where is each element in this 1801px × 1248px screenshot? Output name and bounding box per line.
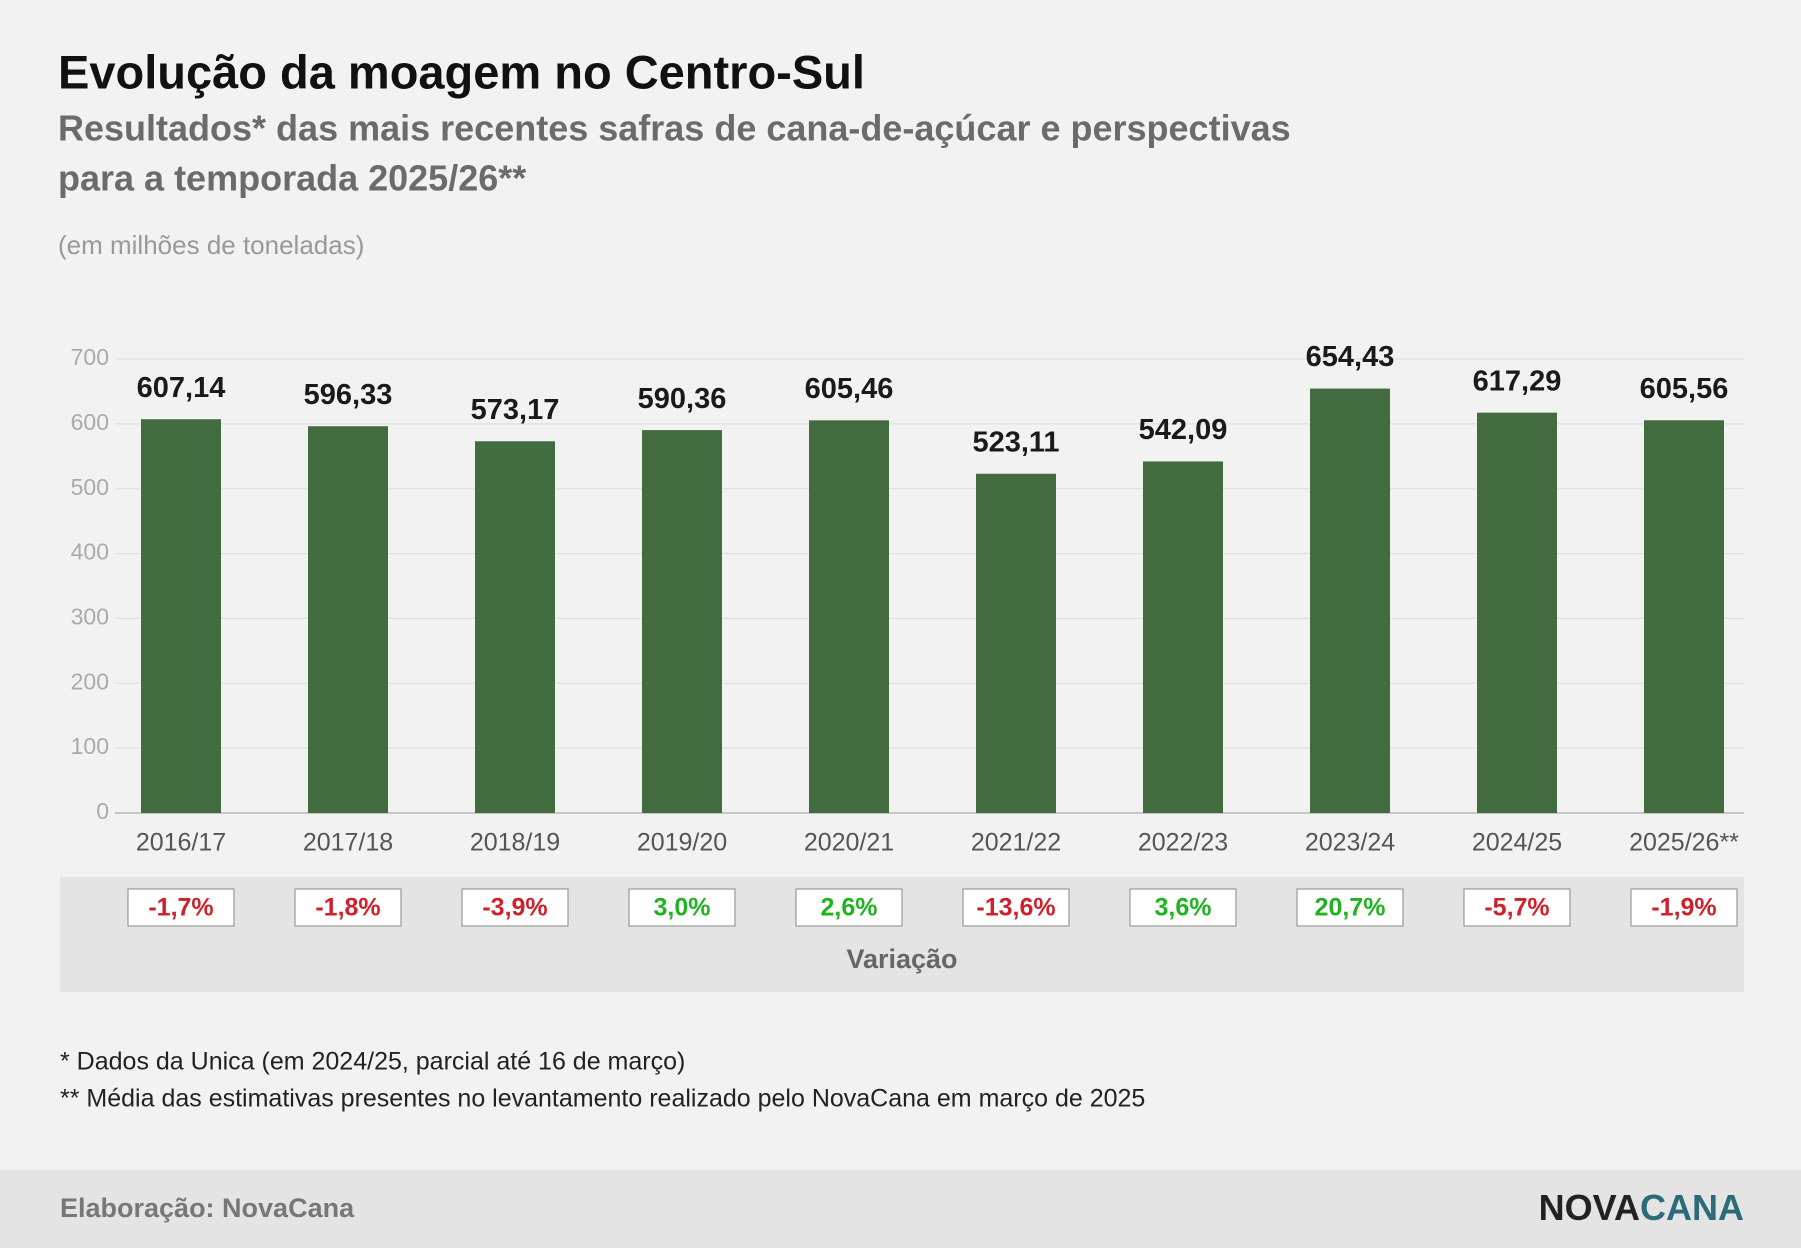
chart-title: Evolução da moagem no Centro-Sul xyxy=(58,45,865,98)
bar xyxy=(475,441,555,813)
x-tick-label: 2025/26** xyxy=(1629,829,1739,857)
change-title: Variação xyxy=(846,944,957,974)
x-tick-label: 2022/23 xyxy=(1138,829,1228,857)
y-tick-label: 500 xyxy=(71,474,109,500)
change-label: 20,7% xyxy=(1315,894,1386,922)
bar xyxy=(809,420,889,813)
bar xyxy=(1644,420,1724,813)
value-label: 523,11 xyxy=(972,426,1059,458)
change-box xyxy=(294,888,402,927)
y-tick-label: 400 xyxy=(71,539,109,565)
x-tick-label: 2016/17 xyxy=(136,829,226,857)
logo-part: CANA xyxy=(1640,1187,1744,1228)
bar xyxy=(1310,388,1390,813)
x-tick-label: 2023/24 xyxy=(1305,829,1395,857)
value-label: 617,29 xyxy=(1473,365,1562,397)
value-label: 605,56 xyxy=(1640,373,1729,405)
change-label: -1,9% xyxy=(1651,894,1716,922)
subtitle: para a temporada 2025/26** xyxy=(58,158,526,199)
x-tick-label: 2024/25 xyxy=(1472,829,1562,857)
bar xyxy=(141,419,221,813)
change-label: 3,6% xyxy=(1155,894,1212,922)
source: Elaboração: NovaCana xyxy=(60,1193,355,1223)
change-box xyxy=(1296,888,1404,927)
change-box xyxy=(1463,888,1571,927)
value-label: 542,09 xyxy=(1139,414,1228,446)
bar xyxy=(1477,412,1557,813)
x-tick-label: 2018/19 xyxy=(470,829,560,857)
bar xyxy=(1143,461,1223,813)
y-tick-label: 700 xyxy=(71,344,109,370)
y-tick-label: 200 xyxy=(71,668,109,694)
value-label: 605,46 xyxy=(805,373,894,405)
logo-part: NOVA xyxy=(1539,1187,1640,1228)
logo: NOVACANA xyxy=(1539,1187,1744,1228)
change-box xyxy=(962,888,1070,927)
change-label: 3,0% xyxy=(654,894,711,922)
bar xyxy=(642,430,722,813)
change-label: 2,6% xyxy=(821,894,878,922)
x-tick-label: 2019/20 xyxy=(637,829,727,857)
value-label: 596,33 xyxy=(304,379,393,411)
y-tick-label: 0 xyxy=(96,798,109,824)
value-label: 654,43 xyxy=(1306,341,1395,373)
subtitle: Resultados* das mais recentes safras de … xyxy=(58,108,1291,149)
change-box xyxy=(1630,888,1738,927)
change-label: -13,6% xyxy=(976,894,1055,922)
value-label: 573,17 xyxy=(471,394,560,426)
x-tick-label: 2017/18 xyxy=(303,829,393,857)
footer xyxy=(0,1170,1801,1248)
y-tick-label: 300 xyxy=(71,604,109,630)
footnote: ** Média das estimativas presentes no le… xyxy=(60,1085,1145,1113)
footnote: * Dados da Unica (em 2024/25, parcial at… xyxy=(60,1048,685,1076)
bar xyxy=(308,426,388,813)
change-label: -5,7% xyxy=(1484,894,1549,922)
x-tick-label: 2021/22 xyxy=(971,829,1061,857)
change-box xyxy=(127,888,235,927)
change-label: -1,7% xyxy=(148,894,213,922)
change-box xyxy=(461,888,569,927)
y-tick-label: 600 xyxy=(71,409,109,435)
y-tick-label: 100 xyxy=(71,733,109,759)
x-tick-label: 2020/21 xyxy=(804,829,894,857)
change-label: -3,9% xyxy=(482,894,547,922)
change-box xyxy=(628,888,736,927)
value-label: 590,36 xyxy=(638,383,727,415)
unit-note: (em milhões de toneladas) xyxy=(58,230,364,260)
change-box xyxy=(1129,888,1237,927)
bar xyxy=(976,473,1056,813)
value-label: 607,14 xyxy=(137,372,226,404)
change-box xyxy=(795,888,903,927)
change-label: -1,8% xyxy=(315,894,380,922)
